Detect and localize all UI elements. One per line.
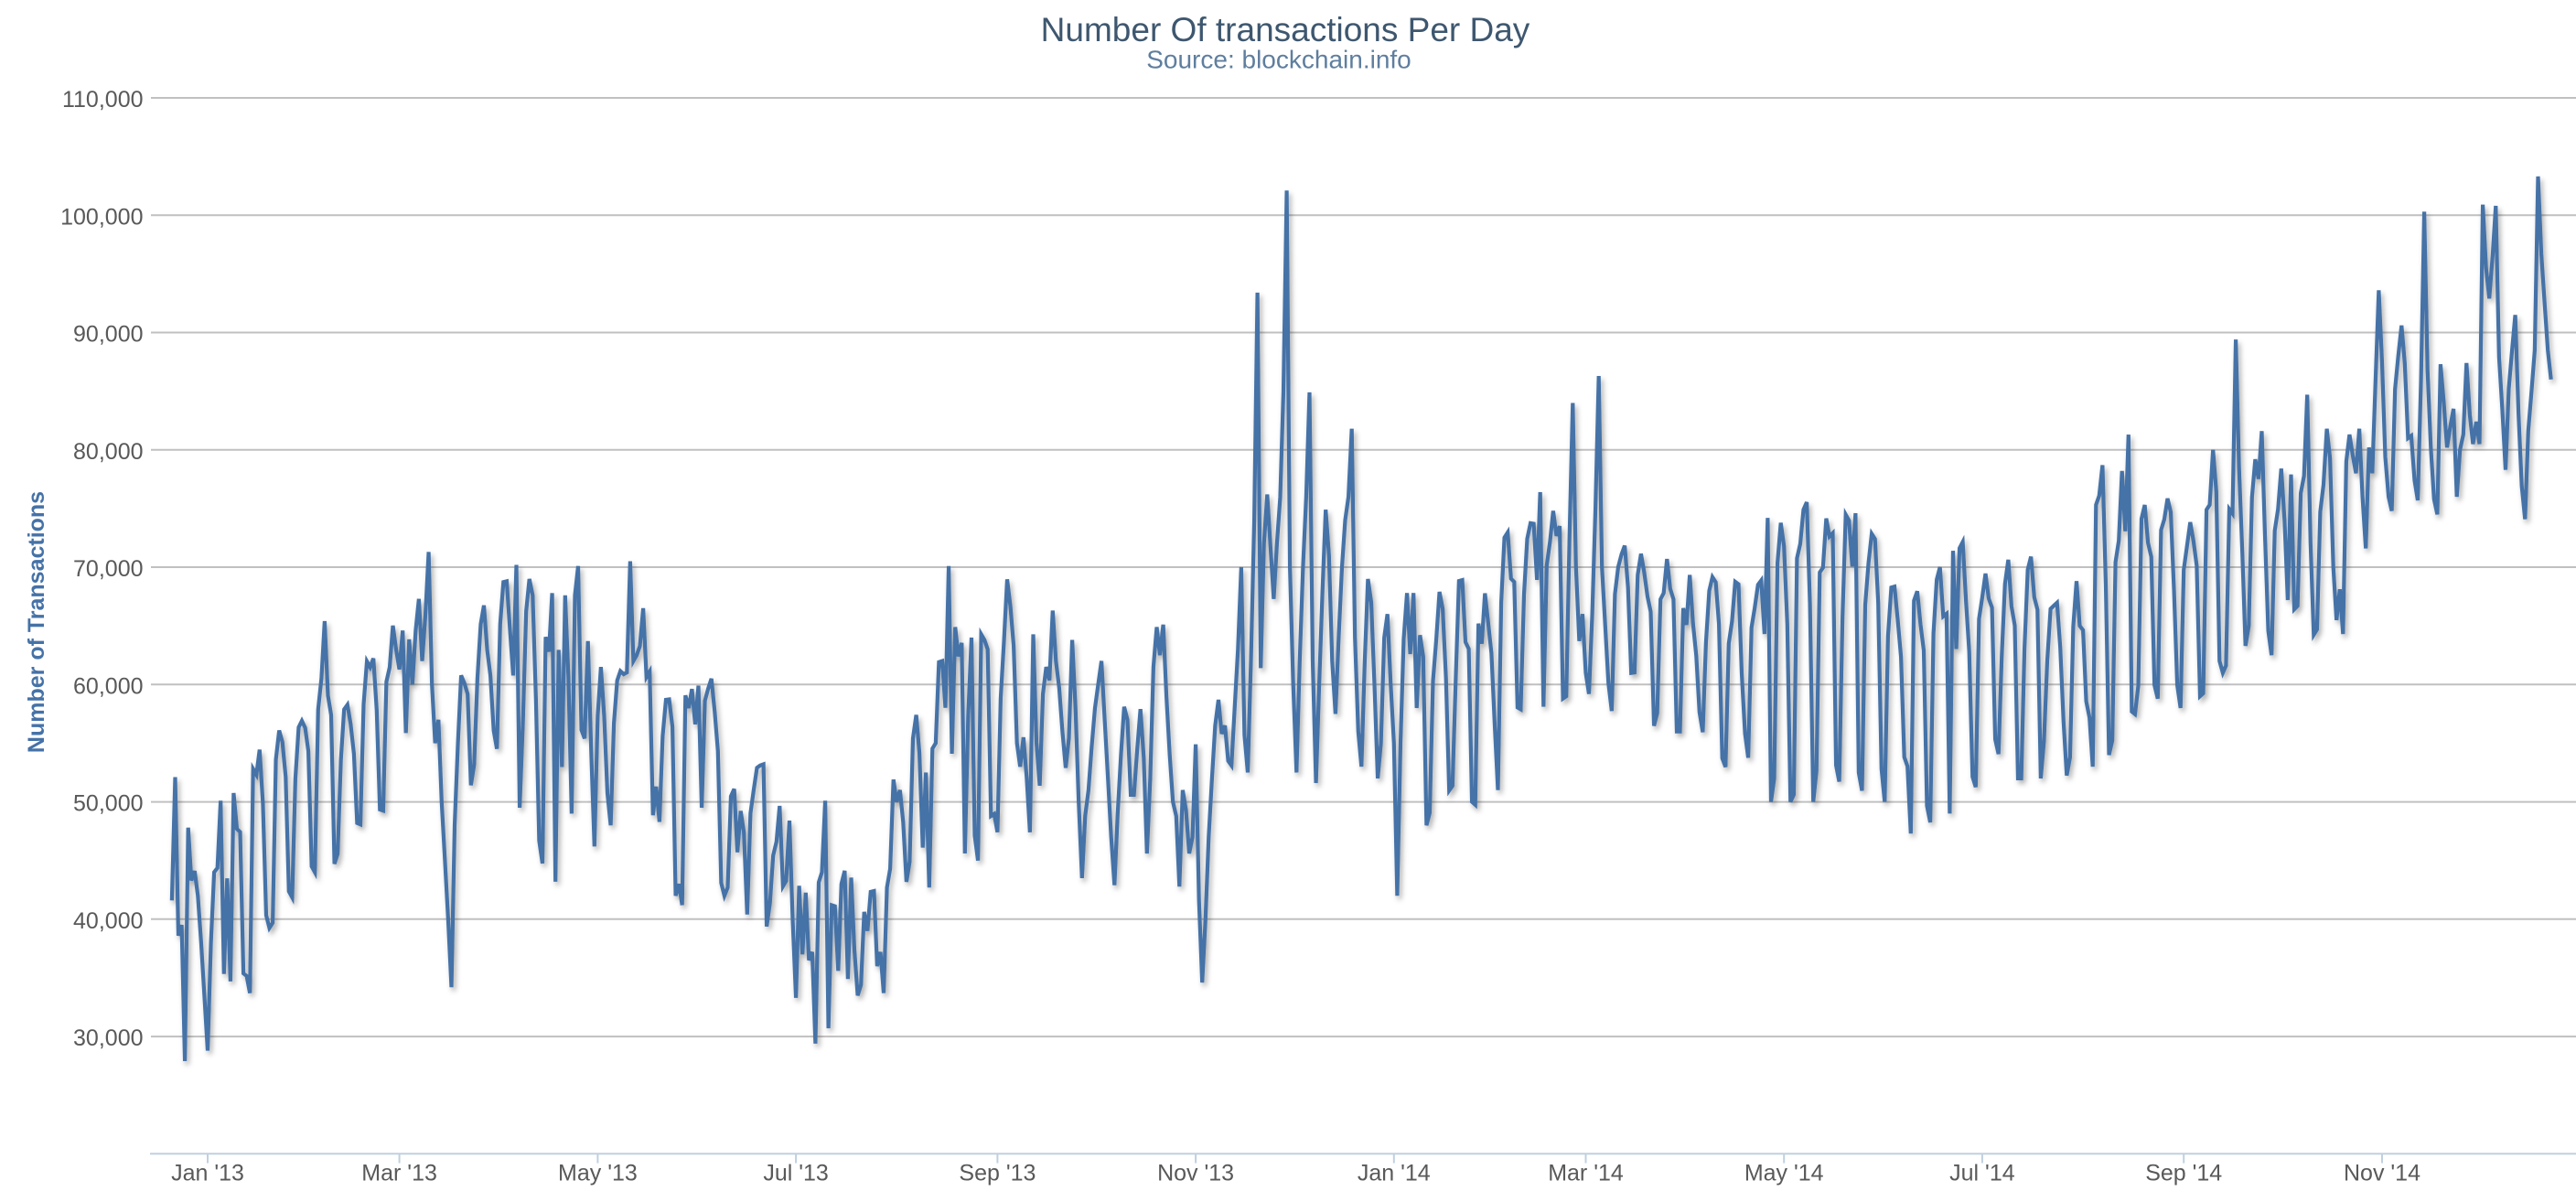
svg-text:Mar '14: Mar '14	[1548, 1161, 1624, 1186]
svg-text:60,000: 60,000	[73, 673, 143, 699]
svg-text:Nov '13: Nov '13	[1157, 1161, 1234, 1186]
svg-text:Source: blockchain.info: Source: blockchain.info	[1146, 46, 1411, 74]
svg-text:90,000: 90,000	[73, 322, 143, 348]
svg-text:100,000: 100,000	[60, 204, 143, 230]
svg-text:Mar '13: Mar '13	[361, 1161, 437, 1186]
svg-text:Sep '13: Sep '13	[959, 1161, 1036, 1186]
svg-text:Number of Transactions: Number of Transactions	[24, 491, 49, 753]
svg-text:Jul '14: Jul '14	[1949, 1161, 2015, 1186]
svg-text:50,000: 50,000	[73, 791, 143, 817]
svg-text:May '14: May '14	[1744, 1161, 1824, 1186]
svg-text:Sep '14: Sep '14	[2145, 1161, 2222, 1186]
svg-text:Jan '14: Jan '14	[1358, 1161, 1431, 1186]
svg-text:80,000: 80,000	[73, 439, 143, 465]
svg-text:40,000: 40,000	[73, 908, 143, 934]
svg-text:110,000: 110,000	[62, 87, 144, 113]
svg-text:Jan '13: Jan '13	[171, 1161, 244, 1186]
svg-text:May '13: May '13	[558, 1161, 638, 1186]
svg-text:30,000: 30,000	[73, 1025, 143, 1051]
svg-text:Number Of transactions Per Day: Number Of transactions Per Day	[1041, 11, 1530, 48]
svg-text:Nov '14: Nov '14	[2344, 1161, 2420, 1186]
svg-text:Jul '13: Jul '13	[763, 1161, 828, 1186]
svg-text:70,000: 70,000	[73, 556, 143, 582]
